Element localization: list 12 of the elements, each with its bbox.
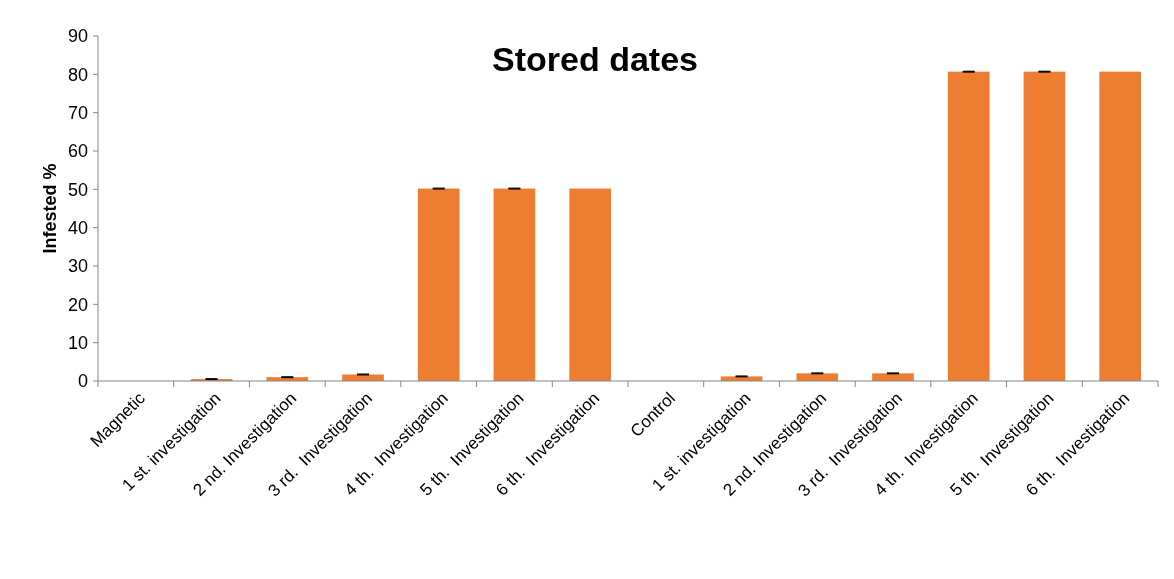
y-tick-label: 30	[67, 256, 88, 277]
y-tick-label: 20	[67, 294, 88, 315]
y-tick-label: 40	[67, 217, 88, 238]
y-tick-label: 50	[67, 179, 88, 200]
chart-title: Stored dates	[492, 40, 698, 78]
y-tick-label: 90	[67, 26, 88, 47]
y-tick-label: 60	[67, 141, 88, 162]
y-tick-label: 10	[67, 332, 88, 353]
y-axis-title: Infested %	[40, 163, 60, 254]
y-tick-label: 0	[77, 371, 88, 392]
y-tick-label: 70	[67, 102, 88, 123]
y-tick-label: 80	[67, 64, 88, 85]
